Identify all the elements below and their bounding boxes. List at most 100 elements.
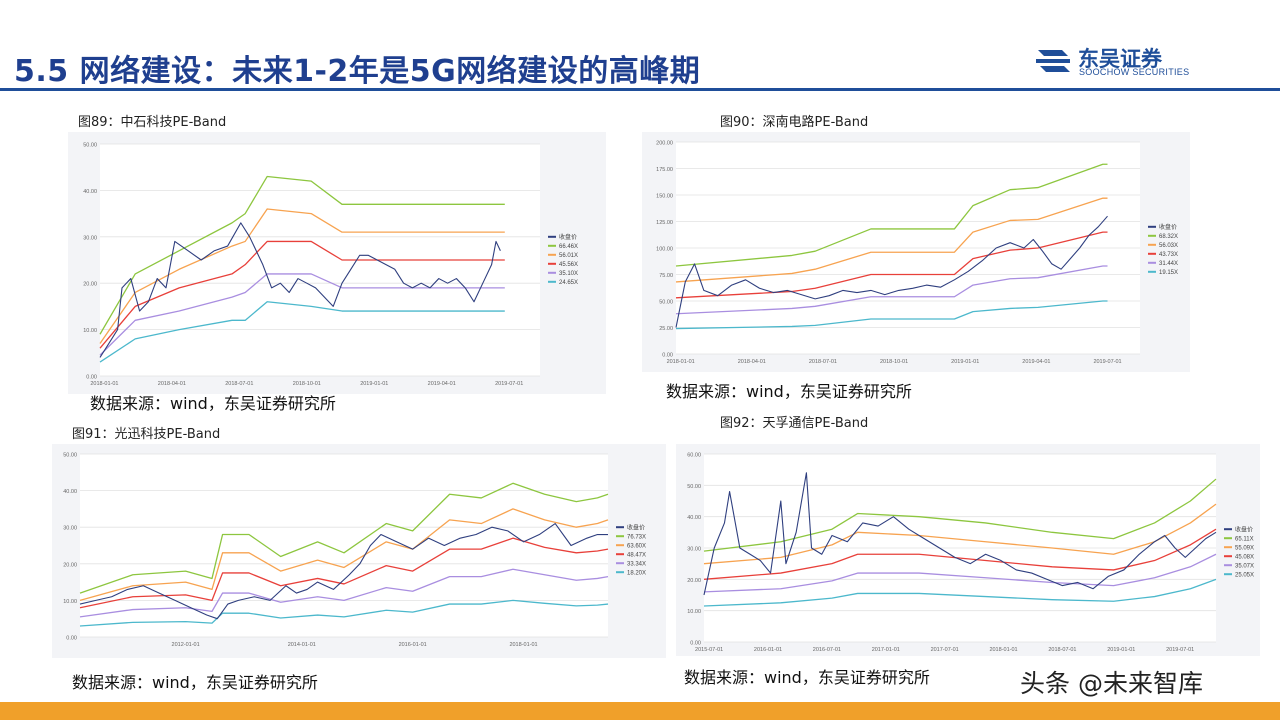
y-tick-label: 30.00 (687, 547, 701, 553)
legend-label: 68.32X (1159, 234, 1178, 240)
series-line (675, 163, 1108, 267)
legend-label: 66.46X (559, 244, 578, 250)
legend-label: 收盘价 (1159, 223, 1177, 231)
x-tick-label: 2019-01-01 (951, 359, 979, 365)
pe-band-chart: 0.00 10.00 20.00 30.00 40.00 50.00 60.00 2015-0… (687, 453, 1254, 654)
legend-label: 45.56X (559, 262, 578, 268)
chart-caption: 图89：中石科技PE-Band (78, 115, 227, 130)
series-line (99, 222, 501, 358)
x-tick-label: 2017-01-01 (872, 647, 900, 653)
series-line (703, 578, 1217, 607)
series-line (703, 553, 1217, 593)
x-tick-label: 2019-07-01 (1093, 359, 1121, 365)
series-line (675, 197, 1108, 283)
y-tick-label: 150.00 (656, 194, 673, 200)
series-line (99, 175, 505, 335)
chart-panel: 0.00 10.00 20.00 30.00 40.00 50.00 2012-01-01 2… (52, 444, 666, 658)
y-tick-label: 125.00 (656, 220, 673, 226)
legend-label: 35.10X (559, 271, 578, 277)
x-tick-label: 2018-10-01 (293, 381, 321, 387)
series-line (703, 503, 1217, 565)
y-tick-label: 40.00 (63, 489, 77, 495)
series-line (99, 301, 505, 363)
legend-label: 19.15X (1159, 270, 1178, 276)
y-tick-label: 20.00 (63, 562, 77, 568)
legend-label: 收盘价 (1235, 525, 1253, 533)
y-tick-label: 60.00 (687, 453, 701, 459)
y-tick-label: 20.00 (83, 282, 97, 288)
logo-mark-icon (1036, 50, 1070, 72)
series-line (675, 231, 1108, 299)
legend-label: 56.03X (1159, 243, 1178, 249)
x-tick-label: 2018-04-01 (738, 359, 766, 365)
x-tick-label: 2019-01-01 (1107, 647, 1135, 653)
legend-label: 24.65X (559, 280, 578, 286)
page-title: 5.5 网络建设：未来1-2年是5G网络建设的高峰期 (14, 54, 701, 89)
logo-english-name: SOOCHOW SECURITIES (1079, 67, 1190, 77)
y-tick-label: 50.00 (659, 300, 673, 306)
x-tick-label: 2016-01-01 (399, 642, 427, 648)
y-tick-label: 50.00 (63, 453, 77, 459)
x-tick-label: 2018-01-01 (509, 642, 537, 648)
y-tick-label: 50.00 (83, 143, 97, 149)
series-line (675, 300, 1108, 330)
series-line (703, 472, 1217, 596)
series-line (79, 599, 609, 627)
x-tick-label: 2018-07-01 (1048, 647, 1076, 653)
series-line (79, 482, 609, 594)
series-line (703, 528, 1217, 580)
x-tick-label: 2019-07-01 (1166, 647, 1194, 653)
legend-label: 收盘价 (627, 523, 645, 531)
y-tick-label: 10.00 (83, 328, 97, 334)
chart-panel: 0.00 25.00 50.00 75.00 100.00 125.00 150.00 175… (642, 132, 1190, 372)
y-tick-label: 0.00 (690, 641, 701, 647)
x-tick-label: 2019-07-01 (495, 381, 523, 387)
y-tick-label: 30.00 (83, 235, 97, 241)
legend-label: 43.73X (1159, 252, 1178, 258)
legend-label: 65.11X (1235, 536, 1254, 542)
chart-panel: 0.00 10.00 20.00 30.00 40.00 50.00 2018-01-01 2… (68, 132, 606, 394)
series-line (99, 208, 505, 344)
y-tick-label: 50.00 (687, 484, 701, 490)
legend-label: 25.05X (1235, 572, 1254, 578)
y-tick-label: 30.00 (63, 526, 77, 532)
legend-label: 33.34X (627, 561, 646, 567)
x-tick-label: 2018-01-01 (90, 381, 118, 387)
x-tick-label: 2018-01-01 (667, 359, 695, 365)
legend-label: 76.73X (627, 534, 646, 540)
legend-label: 56.01X (559, 253, 578, 259)
y-tick-label: 75.00 (659, 273, 673, 279)
legend-label: 55.09X (1235, 545, 1254, 551)
x-tick-label: 2018-10-01 (880, 359, 908, 365)
legend-label: 31.44X (1159, 261, 1178, 267)
pe-band-chart: 0.00 10.00 20.00 30.00 40.00 50.00 2018-01-01 2… (83, 143, 578, 388)
y-tick-label: 20.00 (687, 578, 701, 584)
x-tick-label: 2018-04-01 (158, 381, 186, 387)
legend-label: 48.47X (627, 552, 646, 558)
legend-label: 收盘价 (559, 233, 577, 241)
chart-caption: 图92：天孚通信PE-Band (720, 416, 869, 431)
x-tick-label: 2018-07-01 (225, 381, 253, 387)
series-line (79, 568, 609, 618)
y-tick-label: 175.00 (656, 167, 673, 173)
source-note: 数据来源：wind，东吴证券研究所 (72, 673, 318, 692)
source-note: 数据来源：wind，东吴证券研究所 (684, 668, 930, 687)
source-note: 数据来源：wind，东吴证券研究所 (90, 394, 336, 413)
x-tick-label: 2019-04-01 (428, 381, 456, 387)
y-tick-label: 40.00 (687, 515, 701, 521)
x-tick-label: 2016-01-01 (754, 647, 782, 653)
series-line (675, 215, 1108, 328)
title-divider (0, 88, 1280, 91)
y-tick-label: 100.00 (656, 247, 673, 253)
pe-band-chart: 0.00 10.00 20.00 30.00 40.00 50.00 2012-01-01 2… (63, 453, 646, 649)
series-line (703, 478, 1217, 552)
company-logo: 东吴证券 SOOCHOW SECURITIES (1034, 46, 1224, 78)
series-line (79, 522, 608, 620)
y-tick-label: 40.00 (83, 189, 97, 195)
x-tick-label: 2018-07-01 (809, 359, 837, 365)
y-tick-label: 10.00 (63, 599, 77, 605)
series-line (79, 537, 609, 609)
x-tick-label: 2017-07-01 (931, 647, 959, 653)
legend-label: 18.20X (627, 570, 646, 576)
y-tick-label: 25.00 (659, 326, 673, 332)
